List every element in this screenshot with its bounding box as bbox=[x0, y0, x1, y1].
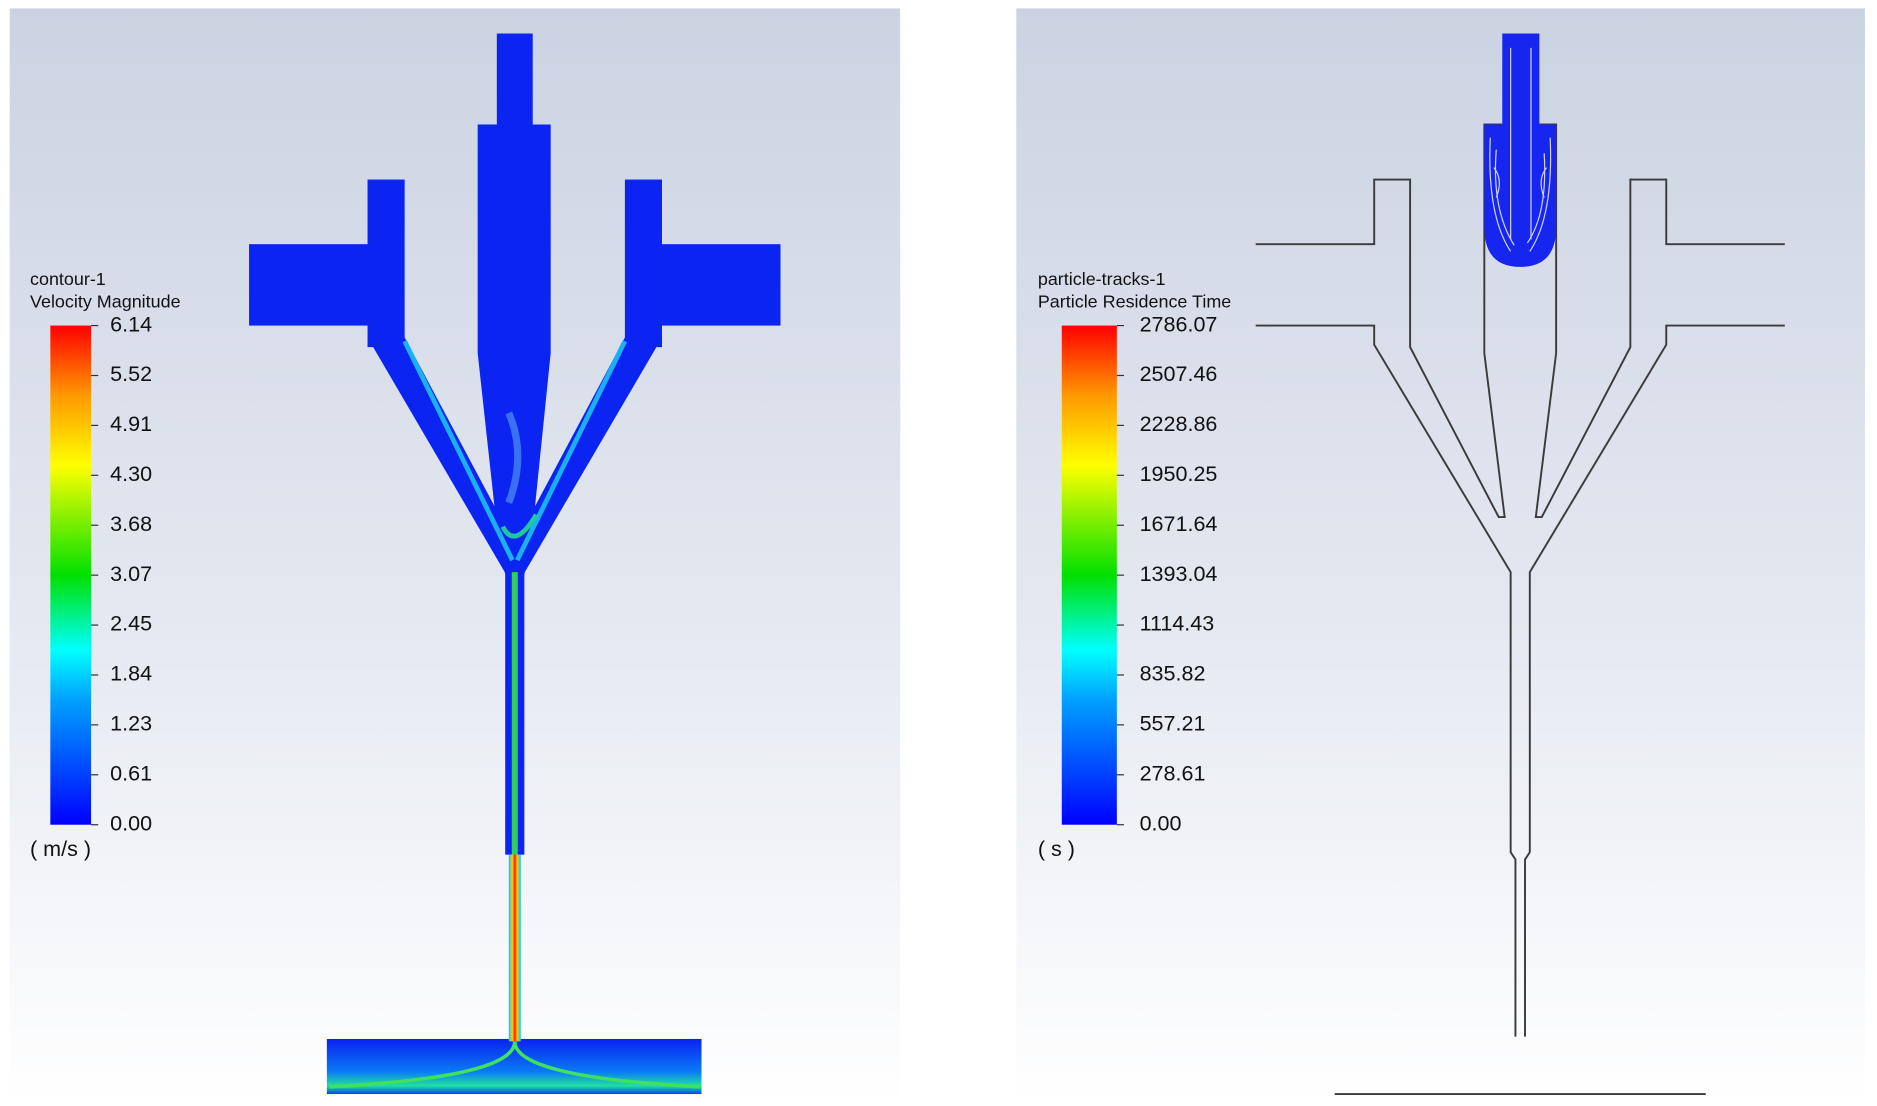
tick-label: 1950.25 bbox=[1140, 462, 1218, 486]
tick-label: 3.07 bbox=[110, 562, 152, 586]
tick-label: 1.23 bbox=[110, 712, 152, 736]
tick-label: 4.30 bbox=[110, 462, 152, 486]
colorbar bbox=[1061, 325, 1117, 825]
tick-label: 2786.07 bbox=[1140, 312, 1218, 336]
legend-ticks: 2786.07 2507.46 2228.86 1950.25 1671.64 1393.… bbox=[1116, 312, 1218, 835]
tick-label: 278.61 bbox=[1140, 761, 1206, 785]
tick-label: 0.00 bbox=[110, 811, 152, 835]
flow-highlights bbox=[329, 340, 701, 1089]
tick-label: 1114.43 bbox=[1140, 612, 1215, 636]
tick-label: 1393.04 bbox=[1140, 562, 1218, 586]
legend-name: contour-1 bbox=[30, 269, 106, 289]
tick-label: 3.68 bbox=[110, 512, 152, 536]
legend-quantity: Velocity Magnitude bbox=[30, 292, 181, 312]
legend-ticks: 6.14 5.52 4.91 4.30 3.68 3.07 2.45 1.84 1.23 0.61… bbox=[91, 312, 152, 835]
legend-unit: ( s ) bbox=[1038, 837, 1075, 861]
tick-label: 835.82 bbox=[1140, 662, 1206, 686]
colorbar bbox=[50, 325, 92, 825]
tick-label: 4.91 bbox=[110, 412, 152, 436]
tick-label: 0.00 bbox=[1140, 811, 1182, 835]
tick-label: 2507.46 bbox=[1140, 362, 1218, 386]
panel-background bbox=[1016, 8, 1865, 1106]
tick-label: 0.61 bbox=[110, 761, 152, 785]
tick-label: 5.52 bbox=[110, 362, 152, 386]
tick-label: 6.14 bbox=[110, 312, 152, 336]
geometry-outline bbox=[1254, 123, 1786, 1095]
legend-name: particle-tracks-1 bbox=[1038, 269, 1166, 289]
tick-label: 2.45 bbox=[110, 612, 152, 636]
tick-label: 557.21 bbox=[1140, 712, 1206, 736]
tick-label: 1671.64 bbox=[1140, 512, 1218, 536]
legend-unit: ( m/s ) bbox=[30, 837, 91, 861]
tick-label: 1.84 bbox=[110, 662, 152, 686]
tick-label: 2228.86 bbox=[1140, 412, 1218, 436]
legend-quantity: Particle Residence Time bbox=[1038, 292, 1231, 312]
panel-background bbox=[9, 8, 901, 1106]
particle-tracks bbox=[1484, 33, 1557, 267]
